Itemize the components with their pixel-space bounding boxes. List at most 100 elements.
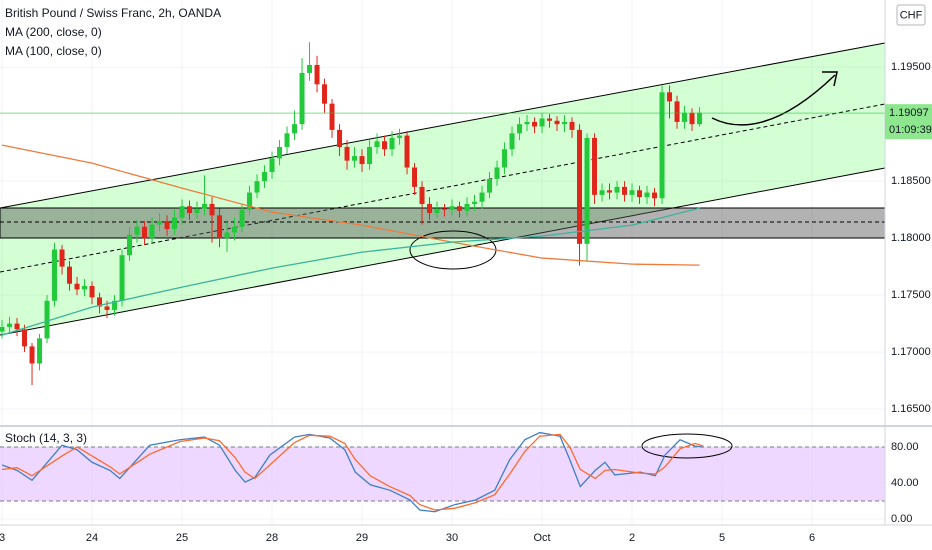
candle-body [359, 156, 365, 165]
candle-body [419, 186, 425, 204]
candle-body [89, 285, 95, 298]
candle-body [592, 137, 598, 195]
candle-body [352, 156, 358, 161]
candle-body [104, 306, 110, 310]
candle-body [397, 135, 403, 138]
moving-average [1, 144, 700, 266]
candle-body [464, 203, 470, 211]
ellipse [641, 433, 733, 459]
candle-body [97, 297, 103, 307]
candle-body [667, 92, 673, 102]
candle-body [52, 249, 58, 301]
candle-body [412, 167, 418, 187]
candle-body [164, 221, 170, 230]
candle-body [82, 285, 88, 290]
x-tick-label: 6 [809, 532, 815, 544]
candle-body [202, 203, 208, 209]
candle-body [209, 203, 215, 216]
candle-body [404, 135, 410, 168]
candle-body [292, 124, 298, 134]
candle-body [562, 121, 568, 125]
candle-body [509, 133, 515, 150]
candle-body [284, 133, 290, 147]
y-tick-label: 40.00 [891, 477, 919, 489]
candle-body [494, 167, 500, 179]
y-tick-label: 1.17000 [891, 346, 931, 358]
candle-body [569, 121, 575, 130]
countdown: 01:09:39 [889, 124, 932, 136]
candle-body [674, 101, 680, 122]
stoch-line [1, 431, 704, 513]
candle-body [217, 215, 223, 239]
x-tick-label: 2 [629, 532, 635, 544]
candle-body [682, 112, 688, 122]
last-price-label: 1.19097 [889, 107, 929, 119]
candle-body [172, 217, 178, 230]
candle-body [59, 249, 65, 267]
y-tick-label: 1.19500 [891, 61, 931, 73]
candle-body [187, 206, 193, 214]
candle-body [232, 226, 238, 233]
candle-body [524, 121, 530, 125]
candle-body [637, 190, 643, 198]
candle-body [149, 224, 155, 239]
candle-body [367, 146, 373, 165]
moving-average [1, 207, 700, 336]
currency-box[interactable] [896, 4, 926, 26]
candle-body [344, 146, 350, 161]
channel-fill [0, 43, 885, 335]
candle-body [7, 323, 13, 328]
candle-body [479, 192, 485, 202]
candle-body [502, 149, 508, 168]
candle-body [157, 221, 163, 225]
candle-body [119, 255, 125, 301]
candle-body [532, 121, 538, 127]
candle-body [179, 206, 185, 218]
candle-body [697, 112, 703, 125]
candle-body [14, 323, 20, 330]
candle-body [584, 137, 590, 244]
currency[interactable]: CHF [900, 9, 923, 21]
candle-body [134, 226, 140, 235]
x-tick-label: 30 [446, 532, 458, 544]
candle-body [307, 64, 313, 73]
candle-body [337, 129, 343, 147]
x-tick-label: 28 [266, 532, 278, 544]
legend-entry: MA (200, close, 0) [5, 25, 102, 39]
y-tick-label: 80.00 [891, 441, 919, 453]
candle-body [442, 208, 448, 210]
chart-title: British Pound / Swiss Franc, 2h, OANDA [5, 6, 221, 20]
indicator-title: Stoch (14, 3, 3) [5, 431, 87, 445]
candle-body [112, 300, 118, 310]
arrow-head [822, 71, 838, 87]
candle-body [22, 329, 28, 347]
candle-body [374, 141, 380, 147]
candle-body [614, 186, 620, 193]
candle-body [0, 327, 5, 332]
candle-body [239, 209, 245, 227]
candle-body [277, 146, 283, 159]
x-tick-label: 5 [719, 532, 725, 544]
candle-body [607, 190, 613, 193]
candle-body [194, 208, 200, 214]
y-tick-label: 0.00 [891, 513, 912, 525]
candle-body [629, 190, 635, 195]
x-tick-label: 24 [86, 532, 98, 544]
candle-body [322, 84, 328, 104]
channel-upper [0, 42, 886, 209]
candle-body [262, 172, 268, 182]
y-tick-label: 1.16500 [891, 403, 931, 415]
y-tick-label: 1.17500 [891, 289, 931, 301]
candle-body [224, 232, 230, 239]
candle-body [37, 338, 43, 364]
y-tick-label: 1.18000 [891, 232, 931, 244]
candle-body [142, 226, 148, 239]
candle-body [517, 124, 523, 134]
candle-body [299, 72, 305, 125]
candle-body [622, 186, 628, 195]
x-tick-label: 25 [176, 532, 188, 544]
candle-body [29, 346, 35, 364]
arrow [711, 74, 836, 126]
